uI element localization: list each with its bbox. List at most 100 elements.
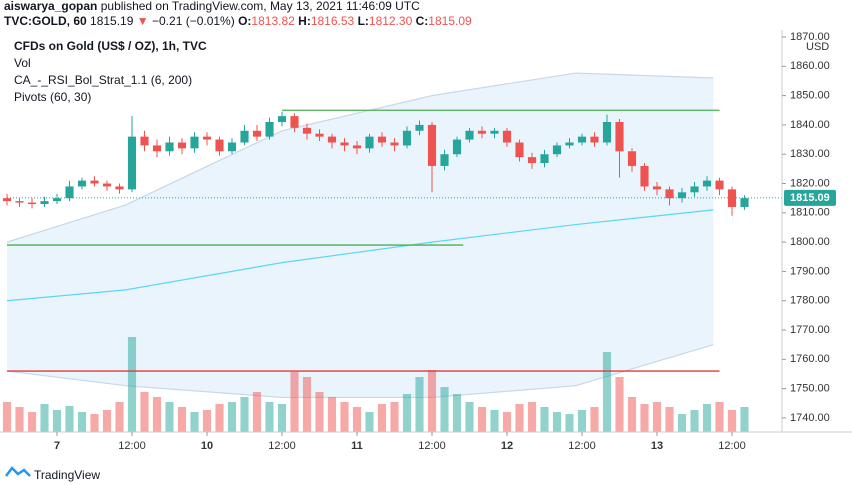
candle-body <box>365 136 374 149</box>
volume-bar <box>602 352 612 432</box>
candle-body <box>202 136 212 140</box>
volume-bar <box>277 404 287 432</box>
candle-body <box>177 142 187 149</box>
candle <box>540 149 549 168</box>
change: −0.21 (−0.01%) <box>152 14 235 28</box>
volume-bar <box>402 394 412 432</box>
candle-body <box>490 130 499 134</box>
candle-body <box>65 186 74 199</box>
candle-body <box>277 116 287 122</box>
author: aiswarya_gopan <box>4 0 97 13</box>
x-tick-label: 12:00 <box>568 440 596 452</box>
volume-bar <box>215 404 224 432</box>
volume-bar <box>415 377 424 432</box>
volume-bar <box>65 406 74 432</box>
volume-bar <box>677 414 687 432</box>
candle <box>502 127 512 147</box>
candle <box>302 123 312 140</box>
candle-body <box>352 145 362 149</box>
candle-body <box>227 142 237 152</box>
candle <box>115 183 124 194</box>
candle <box>677 187 687 203</box>
candle-body <box>240 130 249 143</box>
volume-bar <box>640 404 649 432</box>
y-tick-label: 1810.00 <box>790 207 830 219</box>
candle <box>2 193 12 206</box>
legend-item: Vol <box>14 56 31 70</box>
header-line: aiswarya_gopan published on TradingView.… <box>4 0 420 13</box>
arrow: ▼ <box>137 14 149 28</box>
candle-body <box>440 154 449 166</box>
candle-body <box>52 198 62 202</box>
candle-body <box>415 124 424 131</box>
candle <box>402 126 412 149</box>
currency: USD <box>806 41 829 53</box>
candle-body <box>565 142 574 146</box>
candle-body <box>502 130 512 143</box>
volume-bar <box>615 377 624 432</box>
candle-body <box>302 127 312 134</box>
volume-bar <box>665 407 674 432</box>
candle <box>102 180 112 191</box>
candle <box>277 111 287 127</box>
volume-bar <box>502 412 512 432</box>
candle-body <box>2 198 12 202</box>
volume-bar <box>740 407 749 432</box>
volume-bar <box>490 410 499 432</box>
legend-item: Pivots (60, 30) <box>14 90 91 104</box>
band-middle <box>6 209 714 302</box>
low: 1812.30 <box>369 14 413 28</box>
l-label: L: <box>358 14 369 28</box>
volume-bar <box>365 412 374 432</box>
volume-bar <box>527 402 537 432</box>
volume-bar <box>652 402 662 432</box>
y-tick-label: 1800.00 <box>790 236 830 248</box>
volume-bar <box>290 372 299 432</box>
candle-body <box>465 130 474 140</box>
candle-body <box>665 189 674 199</box>
y-tick-label: 1820.00 <box>790 177 830 189</box>
band-lower <box>6 344 714 399</box>
last-price-label: 1815.09 <box>790 192 830 204</box>
volume-bar <box>465 402 474 432</box>
volume-bar <box>302 377 312 432</box>
candle <box>527 152 537 169</box>
candle-body <box>265 121 274 137</box>
candle <box>365 133 374 153</box>
candle-body <box>690 186 699 193</box>
candle-body <box>102 183 112 187</box>
candle <box>440 149 449 171</box>
candle <box>15 198 24 207</box>
candle <box>552 142 562 158</box>
candle-body <box>590 136 599 143</box>
candle-body <box>552 145 562 155</box>
high: 1816.53 <box>311 14 355 28</box>
y-tick-label: 1840.00 <box>790 119 830 131</box>
candle-body <box>727 189 737 207</box>
volume-bar <box>315 392 324 432</box>
volume-bar <box>540 407 549 432</box>
candle <box>227 138 237 155</box>
x-tick-label: 7 <box>54 440 60 452</box>
volume-bar <box>2 402 12 432</box>
candle-body <box>577 136 587 143</box>
volume-bar <box>77 412 87 432</box>
candle <box>652 182 662 196</box>
volume-bar <box>177 407 187 432</box>
candle <box>202 132 212 146</box>
candle <box>140 130 149 152</box>
candle-body <box>77 180 87 187</box>
candle-body <box>477 130 487 134</box>
volume-bar <box>352 407 362 432</box>
volume-bar <box>252 392 262 432</box>
candle <box>240 124 249 146</box>
price: 1815.19 <box>90 14 134 28</box>
candle <box>177 138 187 155</box>
y-tick-label: 1830.00 <box>790 148 830 160</box>
candle <box>615 119 624 178</box>
candle <box>565 138 574 149</box>
plot <box>2 72 782 432</box>
y-tick-label: 1790.00 <box>790 265 830 277</box>
candle <box>702 176 712 191</box>
o-label: O: <box>238 14 251 28</box>
